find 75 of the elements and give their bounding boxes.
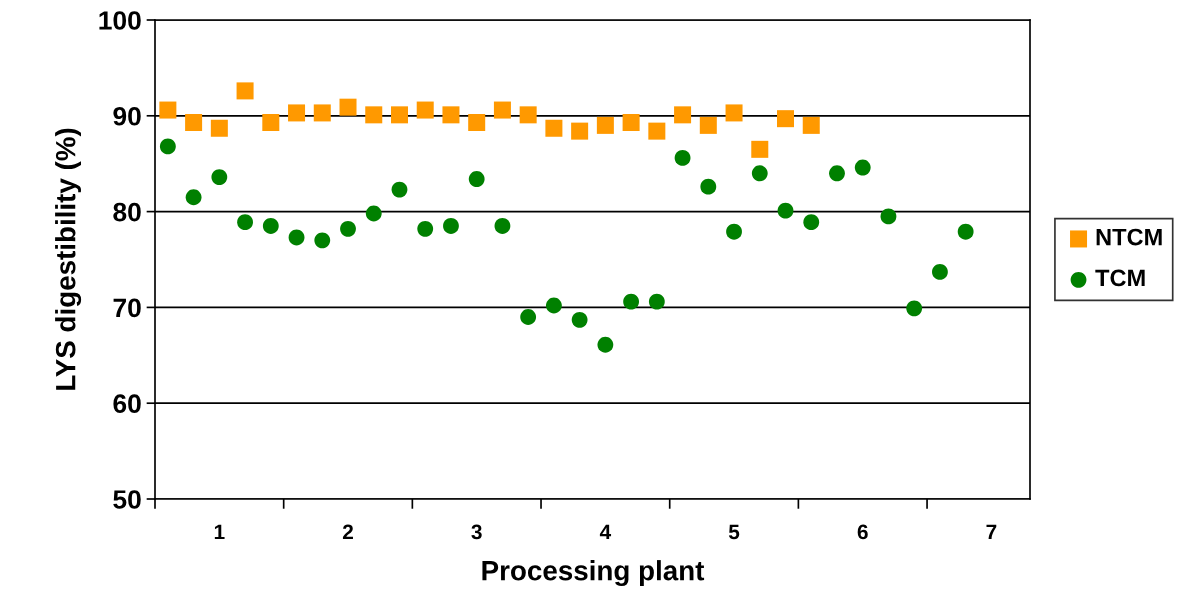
point <box>545 297 562 314</box>
point <box>519 106 537 124</box>
point <box>288 229 305 246</box>
point <box>262 114 280 132</box>
point <box>648 122 666 140</box>
point <box>211 169 228 186</box>
point <box>468 171 485 187</box>
x-tick-label: 6 <box>857 524 868 540</box>
x-tick-label: 4 <box>599 524 612 540</box>
point <box>365 106 383 124</box>
point <box>571 311 588 328</box>
x-tick-label: 7 <box>986 524 997 540</box>
point <box>545 119 563 137</box>
point <box>829 165 845 182</box>
point <box>699 116 717 134</box>
x-axis-title: Processing plant <box>482 560 705 587</box>
point <box>443 218 459 234</box>
point <box>751 140 769 158</box>
point <box>237 214 253 231</box>
x-tick-label: 2 <box>342 524 353 540</box>
point <box>391 181 408 198</box>
point <box>365 205 382 222</box>
y-tick-label: 60 <box>113 394 141 414</box>
point <box>494 218 511 234</box>
point <box>596 116 614 134</box>
legend-label: NTCM <box>1096 228 1162 246</box>
point <box>417 220 434 237</box>
point <box>571 122 589 140</box>
point <box>236 82 254 100</box>
x-tick-label: 3 <box>471 524 482 540</box>
point <box>340 220 356 237</box>
point <box>339 98 357 116</box>
point <box>520 309 537 325</box>
point <box>159 101 177 119</box>
point <box>880 208 897 225</box>
y-tick-label: 70 <box>113 298 141 318</box>
point <box>802 116 820 134</box>
point <box>906 300 923 317</box>
point <box>313 104 331 122</box>
point <box>468 114 486 132</box>
y-tick-label: 100 <box>99 11 141 30</box>
point <box>210 119 228 137</box>
y-tick-label: 90 <box>113 106 141 126</box>
point <box>623 293 640 310</box>
point <box>159 138 176 155</box>
point <box>854 159 871 176</box>
point <box>932 264 948 280</box>
point <box>777 202 794 219</box>
point <box>493 101 511 119</box>
y-tick-label: 50 <box>113 490 141 509</box>
point <box>777 110 795 128</box>
point <box>185 189 202 206</box>
point <box>674 150 691 166</box>
y-tick-label: 80 <box>113 202 141 222</box>
x-tick-label: 1 <box>214 524 225 540</box>
point <box>725 104 743 122</box>
point <box>262 218 279 234</box>
point <box>416 101 434 119</box>
point <box>674 106 692 124</box>
point <box>726 223 742 240</box>
y-axis-title: LYS digestibility (%) <box>55 128 82 390</box>
point <box>314 232 331 249</box>
point <box>648 293 665 310</box>
point <box>288 104 306 122</box>
point <box>597 336 614 353</box>
point <box>442 106 460 124</box>
point <box>957 223 974 240</box>
point <box>390 106 408 124</box>
point <box>622 114 640 132</box>
legend-label: TCM <box>1095 269 1145 287</box>
point <box>185 114 203 132</box>
point <box>803 214 820 231</box>
point <box>751 165 768 182</box>
x-tick-label: 5 <box>728 524 740 540</box>
point <box>700 178 717 195</box>
